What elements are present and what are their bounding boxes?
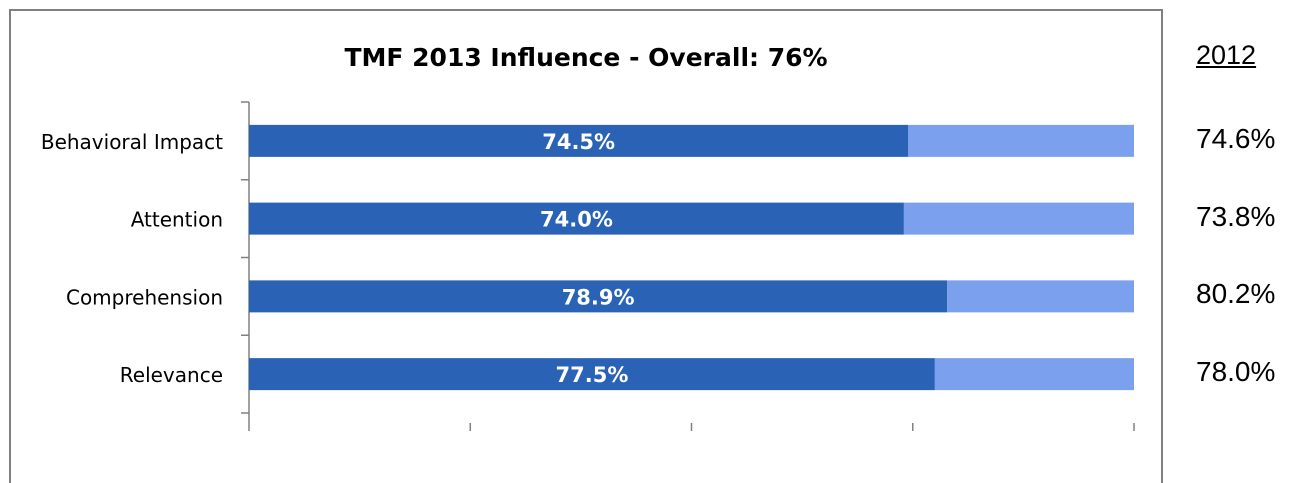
bar-segment-score bbox=[249, 280, 948, 313]
data-label: 77.5% bbox=[556, 363, 629, 387]
chart-border bbox=[9, 9, 1163, 483]
comparison-value: 78.0% bbox=[1196, 356, 1276, 388]
bar-segment-remainder bbox=[903, 202, 1134, 235]
bar-segment-remainder bbox=[947, 280, 1134, 313]
bar-segment-score bbox=[249, 358, 935, 391]
data-label: 74.5% bbox=[542, 130, 615, 154]
bar-segment-score bbox=[249, 202, 904, 235]
category-label: Attention bbox=[131, 208, 223, 232]
data-label: 74.0% bbox=[540, 208, 613, 232]
bar-segment-score bbox=[249, 124, 909, 157]
comparison-value: 73.8% bbox=[1196, 200, 1276, 232]
comparison-value: 74.6% bbox=[1196, 122, 1276, 154]
category-label: Behavioral Impact bbox=[41, 130, 223, 154]
category-label: Comprehension bbox=[66, 285, 223, 309]
data-label: 78.9% bbox=[562, 285, 635, 309]
bar-segment-remainder bbox=[908, 124, 1134, 157]
chart-title: TMF 2013 Influence - Overall: 76% bbox=[344, 43, 827, 72]
comparison-header: 2012 bbox=[1196, 40, 1257, 70]
bar-segment-remainder bbox=[934, 358, 1134, 391]
category-label: Relevance bbox=[120, 363, 223, 387]
comparison-value: 80.2% bbox=[1196, 278, 1276, 310]
